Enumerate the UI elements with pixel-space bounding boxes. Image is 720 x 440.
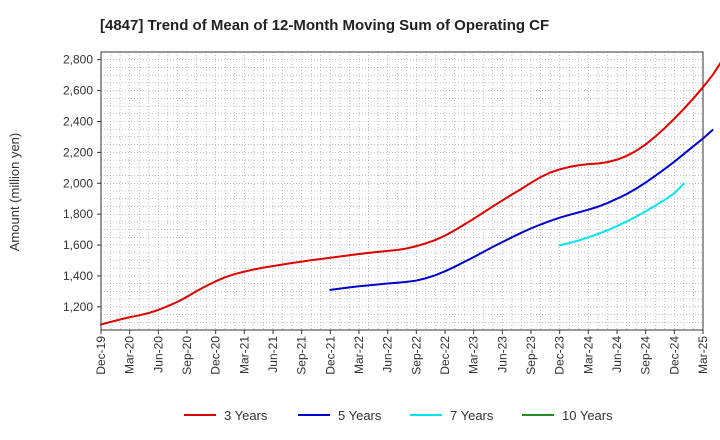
- y-tick-label: 2,400: [63, 115, 93, 129]
- x-tick-label: Mar-25: [696, 336, 710, 374]
- x-tick-label: Mar-22: [352, 336, 366, 374]
- chart-title: [4847] Trend of Mean of 12-Month Moving …: [100, 17, 549, 34]
- y-axis-ticks: 1,200 1,400 1,600 1,800 2,000 2,200 2,400 2,600…: [63, 53, 101, 314]
- y-tick-label: 1,200: [63, 300, 93, 314]
- x-tick-label: Dec-20: [209, 336, 223, 375]
- x-tick-label: Dec-21: [323, 336, 337, 375]
- x-tick-label: Mar-23: [467, 336, 481, 374]
- legend-label: 10 Years: [562, 408, 613, 423]
- x-tick-label: Dec-22: [438, 336, 452, 375]
- y-tick-label: 2,600: [63, 84, 93, 98]
- y-tick-label: 1,800: [63, 207, 93, 221]
- plot-frame: [100, 51, 704, 331]
- series-line-5-years: [329, 128, 714, 291]
- x-axis-ticks: Dec-19 Mar-20 Jun-20 Sep-20 Dec-20 Mar-21 Jun-…: [94, 330, 710, 375]
- y-tick-label: 2,000: [63, 176, 93, 190]
- legend: 3 Years 5 Years 7 Years 10 Years: [184, 408, 613, 423]
- x-tick-label: Jun-22: [381, 336, 395, 373]
- y-tick-label: 2,200: [63, 145, 93, 159]
- legend-label: 3 Years: [224, 408, 268, 423]
- series-line-7-years: [558, 182, 685, 247]
- x-tick-label: Jun-24: [610, 336, 624, 373]
- x-tick-label: Jun-21: [266, 336, 280, 373]
- series-line-3-years: [100, 61, 720, 326]
- x-tick-label: Sep-23: [524, 336, 538, 375]
- x-tick-label: Sep-20: [180, 336, 194, 375]
- legend-label: 7 Years: [450, 408, 494, 423]
- x-tick-label: Mar-24: [581, 336, 595, 374]
- x-tick-label: Dec-23: [553, 336, 567, 375]
- x-tick-label: Dec-24: [667, 336, 681, 375]
- y-tick-label: 1,600: [63, 238, 93, 252]
- y-tick-label: 2,800: [63, 53, 93, 67]
- series-lines: [100, 61, 720, 326]
- x-tick-label: Jun-23: [495, 336, 509, 373]
- y-axis-label: Amount (million yen): [7, 133, 22, 252]
- x-tick-label: Jun-20: [151, 336, 165, 373]
- legend-label: 5 Years: [338, 408, 382, 423]
- x-tick-label: Dec-19: [94, 336, 108, 375]
- x-tick-label: Sep-24: [639, 336, 653, 375]
- x-tick-label: Mar-21: [237, 336, 251, 374]
- x-tick-label: Sep-21: [295, 336, 309, 375]
- y-tick-label: 1,400: [63, 269, 93, 283]
- gridlines: [100, 52, 704, 330]
- x-tick-label: Mar-20: [123, 336, 137, 374]
- x-tick-label: Sep-22: [409, 336, 423, 375]
